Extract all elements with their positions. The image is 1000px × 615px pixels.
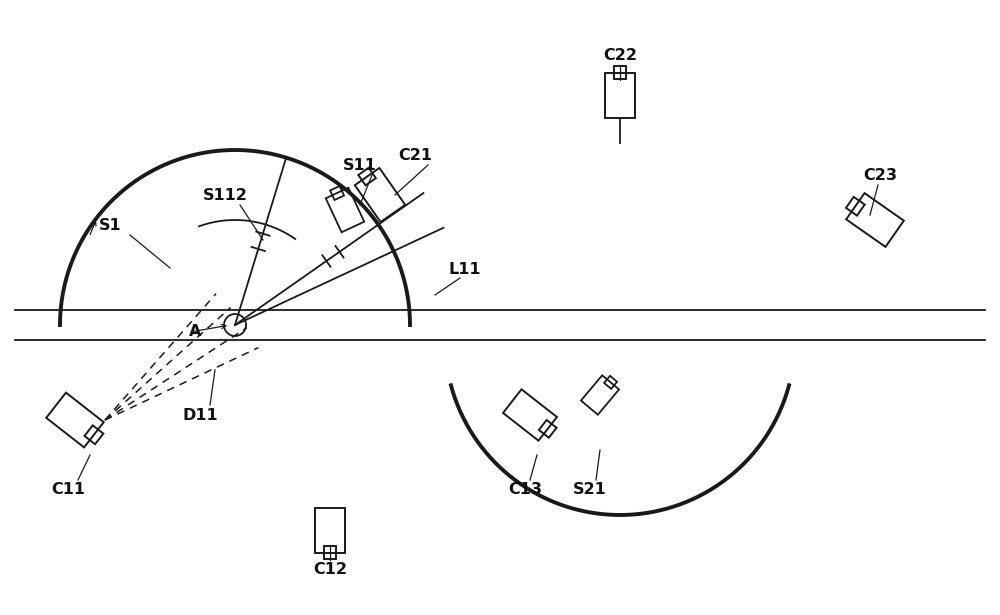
Text: C21: C21 [398,148,432,162]
Text: S112: S112 [203,188,247,202]
Text: S21: S21 [573,483,607,498]
Text: C23: C23 [863,167,897,183]
Text: C13: C13 [508,483,542,498]
Text: D11: D11 [182,408,218,423]
Text: C11: C11 [51,483,85,498]
Text: S1: S1 [99,218,121,232]
Text: C22: C22 [603,47,637,63]
Text: C12: C12 [313,563,347,577]
Text: S11: S11 [343,157,377,172]
Text: A: A [189,325,201,339]
Text: L11: L11 [449,263,481,277]
